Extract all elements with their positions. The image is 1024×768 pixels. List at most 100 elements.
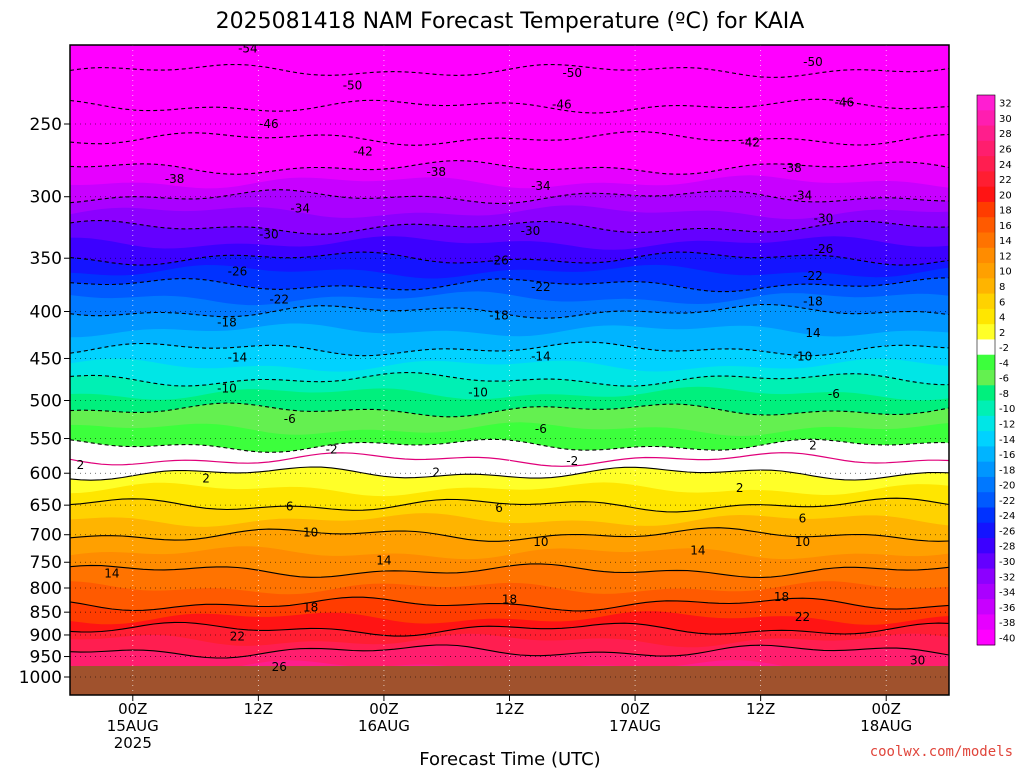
contour-label: -46 <box>259 117 279 131</box>
temp-band <box>70 45 949 60</box>
x-tick-label: 00Z <box>872 700 901 718</box>
colorbar-frame <box>976 94 996 646</box>
contour-label: -6 <box>284 412 296 426</box>
contour-label: -50 <box>803 55 823 69</box>
contour-label: -42 <box>740 136 760 150</box>
contour-line <box>70 621 949 637</box>
colorbar-swatch <box>977 171 995 188</box>
contour-label: 2 <box>736 481 744 495</box>
contour-label: -18 <box>803 294 823 308</box>
y-tick-label: 700 <box>30 526 62 546</box>
contour-line <box>70 277 949 293</box>
contour-label: 10 <box>303 525 318 539</box>
y-tick-label: 850 <box>30 603 62 623</box>
contour-label: 22 <box>795 610 810 624</box>
colorbar-swatch <box>977 156 995 172</box>
colorbar-label: 18 <box>999 206 1012 217</box>
x-tick-label: 16AUG <box>358 717 410 735</box>
contour-label: -26 <box>228 265 248 279</box>
colorbar-label: -26 <box>999 526 1015 537</box>
contour-label: -22 <box>531 280 551 294</box>
contour-label: 14 <box>104 566 119 580</box>
contour-label: -6 <box>828 387 840 401</box>
colorbar-label: 6 <box>999 297 1005 308</box>
contour-label: 10 <box>533 535 548 549</box>
credit-link[interactable]: coolwx.com/models <box>870 744 1013 760</box>
colorbar-swatch <box>977 431 995 447</box>
contour-line <box>70 644 949 659</box>
y-tick-label: 650 <box>30 496 62 516</box>
colorbar-label: 32 <box>999 99 1012 110</box>
contour-label: 18 <box>774 590 789 604</box>
contour-line <box>70 63 949 78</box>
colorbar-label: -12 <box>999 419 1015 430</box>
contour-label: 10 <box>795 535 810 549</box>
chart-title: 2025081418 NAM Forecast Temperature (ºC)… <box>216 9 805 34</box>
colorbar-label: 2 <box>999 328 1005 339</box>
y-axis: 250 300 350 400 450 500 550 600 650 700 750 800 850 9… <box>19 115 70 688</box>
colorbar-label: 26 <box>999 144 1012 155</box>
colorbar-label: -10 <box>999 404 1015 415</box>
colorbar-swatch <box>977 232 995 249</box>
colorbar-swatch <box>977 95 995 111</box>
colorbar-label: 20 <box>999 190 1012 201</box>
colorbar-swatch <box>977 629 995 646</box>
colorbar-swatch <box>977 247 995 264</box>
colorbar-label: -36 <box>999 603 1015 614</box>
x-tick-label: 2025 <box>114 734 152 752</box>
contour-label: -50 <box>562 66 582 80</box>
contour-label: 30 <box>910 653 925 667</box>
contour-line <box>70 131 949 146</box>
colorbar-swatch <box>977 583 995 600</box>
y-tick-label: 450 <box>30 349 62 369</box>
contour-label: 18 <box>303 600 318 614</box>
contour-label: -10 <box>217 381 237 395</box>
y-tick-label: 750 <box>30 553 62 573</box>
contour-label: 2 <box>432 466 440 480</box>
colorbar-label: -6 <box>999 374 1009 385</box>
colorbar-swatch <box>977 217 995 233</box>
colorbar-swatch <box>977 324 995 340</box>
colorbar-swatch <box>977 354 995 371</box>
colorbar-swatch <box>977 614 995 631</box>
colorbar-swatch <box>977 278 995 295</box>
x-tick-label: 12Z <box>746 700 775 718</box>
colorbar-label: -40 <box>999 633 1015 644</box>
x-tick-label: 00Z <box>369 700 398 718</box>
colorbar-swatch <box>977 140 995 157</box>
contour-label: -18 <box>217 315 237 329</box>
colorbar-label: -2 <box>999 343 1009 354</box>
contour-label: -34 <box>290 202 310 216</box>
contour-label: 14 <box>376 554 391 568</box>
y-tick-label: 600 <box>30 464 62 484</box>
contour-label: -26 <box>489 253 509 267</box>
y-tick-label: 550 <box>30 430 62 450</box>
contour-label: 14 <box>805 326 820 340</box>
contour-label: -26 <box>814 242 834 256</box>
colorbar-swatch <box>977 201 995 218</box>
colorbar-label: -8 <box>999 389 1009 400</box>
x-tick-label: 17AUG <box>609 717 661 735</box>
colorbar-label: 16 <box>999 221 1012 232</box>
contour-label: 2 <box>77 458 85 472</box>
colorbar-label: -24 <box>999 511 1015 522</box>
colorbar-swatch <box>977 385 995 402</box>
contour-label: 2 <box>202 472 210 486</box>
colorbar-label: 10 <box>999 267 1012 278</box>
colorbar-label: 28 <box>999 129 1012 140</box>
colorbar-swatch <box>977 476 995 493</box>
colorbar-legend: 32 30 28 26 24 22 20 18 16 14 12 10 8 6 4 2 -2 -4 -6 -8 -10 -… <box>976 94 1015 646</box>
contour-label: -30 <box>521 224 541 238</box>
contour-label: -14 <box>228 351 248 365</box>
colorbar-swatch <box>977 599 995 615</box>
contour-label: 6 <box>495 501 503 515</box>
contour-label: -30 <box>259 228 279 242</box>
contour-line <box>70 402 949 418</box>
contour-line <box>70 497 949 513</box>
plot-area: -54-50-50-50-46-46 -46-42-42-38-38 -38-34-… <box>70 45 949 695</box>
x-tick-label: 00Z <box>118 700 147 718</box>
colorbar-swatch <box>977 263 995 279</box>
colorbar-label: 4 <box>999 313 1005 324</box>
